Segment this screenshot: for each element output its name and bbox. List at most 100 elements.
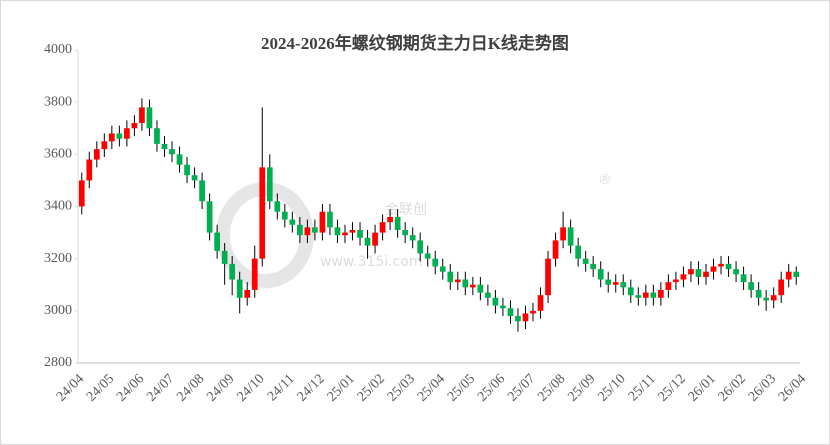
candle-body [244, 289, 251, 298]
candle-body [379, 222, 386, 233]
candle-body [605, 279, 612, 285]
candle-body [199, 180, 205, 202]
candle-body [372, 232, 378, 246]
candle-body [627, 287, 634, 296]
candle-body [485, 292, 491, 298]
y-tick-label: 3800 [44, 94, 72, 109]
candle-body [274, 201, 281, 212]
candle-body [552, 240, 559, 259]
candle-body [454, 279, 461, 283]
candle-body [680, 274, 687, 280]
candle-body [763, 297, 770, 301]
candle-body [793, 271, 800, 277]
candle-body [439, 266, 446, 272]
candle-body [650, 292, 657, 298]
candle-body [281, 211, 288, 220]
candle-body [785, 271, 792, 280]
candle-body [718, 263, 724, 267]
candle-body [673, 279, 679, 283]
candle-body [770, 295, 777, 301]
candle-body [447, 271, 454, 283]
candle-body [500, 305, 506, 309]
candle-body [93, 149, 100, 160]
candle-body [748, 282, 754, 290]
candle-body [334, 227, 341, 236]
candle-body [530, 310, 536, 314]
candle-body [146, 107, 153, 129]
candle-body [417, 240, 424, 254]
candle-body [402, 229, 409, 236]
candle-body [710, 266, 717, 272]
candle-body [703, 271, 709, 277]
candle-body [139, 107, 145, 124]
watermark-text: 金联创 [385, 202, 427, 218]
candle-body [236, 279, 243, 298]
candle-body [432, 258, 439, 267]
candle-body [560, 227, 566, 241]
candle-body [507, 308, 514, 317]
candle-body [297, 224, 303, 236]
candle-body [108, 133, 115, 142]
candle-body [266, 167, 273, 202]
candle-body [695, 269, 702, 277]
candle-body [515, 316, 521, 322]
candle-body [567, 227, 574, 246]
candle-body [462, 279, 469, 288]
candle-body [154, 128, 160, 144]
candle-body [424, 253, 431, 259]
candle-body [304, 227, 311, 236]
candle-body [477, 284, 484, 293]
candle-body [469, 284, 476, 288]
candle-body [78, 180, 85, 207]
candle-body [364, 237, 371, 246]
candle-body [733, 269, 739, 275]
y-tick-label: 3000 [44, 303, 72, 318]
candle-body [658, 289, 664, 298]
candle-body [590, 263, 597, 270]
candle-body [620, 282, 627, 288]
candle-body [184, 164, 190, 176]
candle-body [545, 258, 551, 296]
candle-body [342, 232, 348, 236]
candle-body [537, 295, 544, 311]
candle-body [161, 143, 168, 150]
candle-body [409, 235, 416, 241]
candle-body [191, 175, 198, 181]
watermark-url: www.315i.com [320, 254, 422, 270]
watermark-mark: ® [598, 172, 612, 188]
candle-body [169, 149, 175, 155]
candle-body [176, 154, 183, 165]
candle-body [597, 269, 604, 280]
candle-body [778, 279, 785, 296]
y-tick-label: 4000 [44, 42, 72, 57]
y-tick-label: 3400 [44, 199, 72, 214]
candle-body [582, 258, 589, 264]
candle-body [740, 274, 747, 283]
candle-body [327, 211, 333, 228]
candle-body [725, 263, 732, 270]
candle-body [522, 313, 529, 322]
y-tick-label: 3200 [44, 251, 72, 266]
candle-body [312, 227, 318, 233]
candle-body [214, 232, 220, 251]
candle-body [86, 159, 93, 181]
candle-body [206, 201, 213, 233]
candle-body [394, 216, 401, 230]
candle-body [251, 258, 258, 290]
candle-body [319, 211, 326, 233]
candle-body [755, 289, 762, 298]
candle-body [289, 219, 296, 225]
candle-body [349, 229, 356, 233]
candle-body [221, 250, 228, 264]
candle-body [101, 141, 108, 150]
y-tick-label: 3600 [44, 147, 72, 162]
candle-body [492, 297, 499, 306]
y-tick-label: 2800 [44, 355, 72, 370]
candle-body [387, 216, 393, 223]
candle-body [642, 292, 649, 298]
candle-body [575, 245, 581, 259]
candle-body [635, 295, 642, 298]
chart-title: 2024-2026年螺纹钢期货主力日K线走势图 [261, 33, 569, 53]
candle-body [259, 167, 266, 259]
